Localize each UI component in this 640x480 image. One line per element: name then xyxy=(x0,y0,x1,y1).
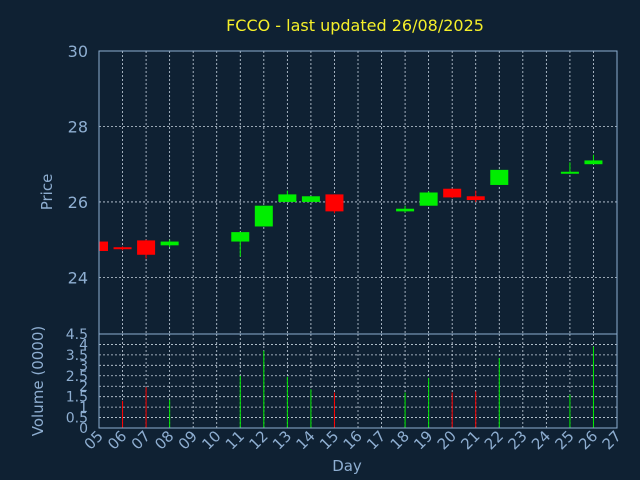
price-candles xyxy=(98,154,603,259)
candle-body xyxy=(278,194,297,202)
candle-body xyxy=(584,160,603,165)
x-tick-label: 10 xyxy=(198,427,224,453)
volume-plot-frame xyxy=(98,333,618,429)
volume-grid xyxy=(99,334,617,428)
x-tick-label: 20 xyxy=(434,427,460,453)
x-tick-label: 22 xyxy=(481,427,507,453)
candle-body xyxy=(419,192,438,206)
candle-body xyxy=(396,208,415,212)
candle-body xyxy=(466,196,485,201)
price-y-ticks: 24 26 28 30 xyxy=(68,42,88,287)
x-tick-label: 21 xyxy=(457,427,483,453)
price-y-tick-label: 28 xyxy=(68,117,88,136)
price-y-tick-label: 30 xyxy=(68,42,88,61)
candle-body xyxy=(560,171,579,174)
x-tick-label: 25 xyxy=(552,427,578,453)
candle-body xyxy=(443,188,462,198)
candle-body xyxy=(113,247,132,250)
x-tick-label: 27 xyxy=(599,427,625,453)
x-tick-label: 23 xyxy=(504,427,530,453)
x-tick-label: 18 xyxy=(387,427,413,453)
chart-title: FCCO - last updated 26/08/2025 xyxy=(226,16,484,35)
x-tick-label: 16 xyxy=(340,427,366,453)
volume-y-tick-label: 2 xyxy=(79,379,88,395)
x-tick-label: 06 xyxy=(104,427,130,453)
volume-y-ticks: 00.511.522.533.544.5 xyxy=(66,327,88,437)
volume-y-tick-label: 3.5 xyxy=(66,348,88,364)
x-tick-label: 09 xyxy=(175,427,201,453)
x-tick-label: 19 xyxy=(410,427,436,453)
candle-body xyxy=(231,232,250,242)
x-tick-label: 08 xyxy=(151,427,177,453)
volume-bars xyxy=(122,346,594,428)
x-tick-label: 26 xyxy=(575,427,601,453)
x-tick-label: 12 xyxy=(245,427,271,453)
price-axis-label: Price xyxy=(38,174,56,211)
x-tick-label: 14 xyxy=(293,427,319,453)
volume-axis-label: Volume (0000) xyxy=(29,326,47,436)
candle-body xyxy=(99,241,108,251)
price-y-tick-label: 26 xyxy=(68,193,88,212)
x-tick-label: 24 xyxy=(528,427,554,453)
volume-y-tick-label: 1.5 xyxy=(66,390,88,406)
x-tick-label: 07 xyxy=(128,427,154,453)
price-grid xyxy=(99,51,617,334)
volume-y-tick-label: 1 xyxy=(79,400,88,416)
price-y-tick-label: 24 xyxy=(68,268,88,287)
x-axis-label: Day xyxy=(332,457,362,475)
volume-y-tick-label: 0.5 xyxy=(66,411,88,427)
candle-body xyxy=(490,169,509,185)
candle-body xyxy=(137,240,156,255)
volume-y-tick-label: 4.5 xyxy=(66,327,88,343)
x-tick-label: 11 xyxy=(222,427,248,453)
x-ticks: 0506070809101112131415161718192021222324… xyxy=(81,427,625,453)
volume-y-tick-label: 2.5 xyxy=(66,369,88,385)
candle-body xyxy=(301,196,320,202)
candle-body xyxy=(254,205,273,227)
candle-body xyxy=(325,194,344,212)
volume-y-tick-label: 0 xyxy=(79,421,88,437)
x-tick-label: 15 xyxy=(316,427,342,453)
x-tick-label: 13 xyxy=(269,427,295,453)
volume-y-tick-label: 4 xyxy=(79,337,88,353)
candle-body xyxy=(160,241,179,246)
x-tick-label: 17 xyxy=(363,427,389,453)
volume-y-tick-label: 3 xyxy=(79,358,88,374)
